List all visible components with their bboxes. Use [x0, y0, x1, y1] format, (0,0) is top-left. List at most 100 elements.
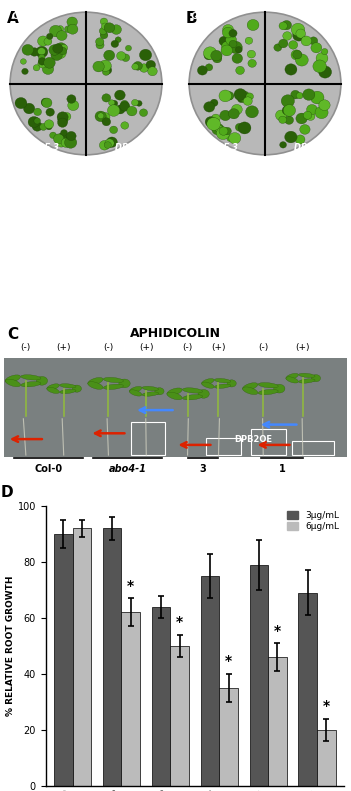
Circle shape — [99, 28, 107, 35]
Text: abo4-1: abo4-1 — [306, 12, 341, 21]
Circle shape — [46, 124, 52, 130]
Text: abo4-1: abo4-1 — [108, 464, 146, 474]
Circle shape — [68, 100, 79, 111]
Circle shape — [34, 108, 41, 115]
Circle shape — [65, 137, 77, 148]
Circle shape — [276, 110, 287, 120]
Ellipse shape — [311, 375, 320, 382]
Text: APHIDICOLIN: APHIDICOLIN — [130, 327, 221, 340]
Ellipse shape — [243, 383, 258, 390]
Circle shape — [246, 106, 258, 118]
Circle shape — [99, 60, 111, 71]
Circle shape — [282, 106, 292, 115]
Circle shape — [67, 95, 76, 104]
Circle shape — [215, 125, 223, 132]
Circle shape — [61, 130, 67, 136]
Ellipse shape — [274, 384, 285, 393]
Circle shape — [44, 57, 55, 68]
Ellipse shape — [167, 392, 182, 399]
Circle shape — [67, 17, 78, 27]
Ellipse shape — [258, 383, 278, 388]
Circle shape — [55, 43, 67, 54]
Circle shape — [102, 68, 110, 75]
Bar — [298, 592, 317, 786]
Circle shape — [285, 131, 297, 143]
Circle shape — [65, 26, 72, 32]
Bar — [73, 528, 91, 786]
Circle shape — [102, 118, 111, 126]
Circle shape — [204, 51, 213, 60]
Text: (+): (+) — [211, 343, 226, 353]
Ellipse shape — [21, 381, 41, 387]
Circle shape — [95, 111, 106, 122]
Ellipse shape — [130, 386, 142, 392]
Circle shape — [44, 119, 54, 129]
Circle shape — [110, 126, 118, 134]
Circle shape — [107, 104, 120, 116]
Circle shape — [121, 122, 129, 129]
Ellipse shape — [286, 373, 298, 380]
Circle shape — [212, 54, 222, 63]
Circle shape — [28, 116, 40, 127]
Bar — [121, 612, 140, 786]
Circle shape — [22, 44, 34, 55]
Circle shape — [225, 93, 233, 100]
Circle shape — [220, 110, 231, 121]
Circle shape — [316, 53, 328, 64]
Ellipse shape — [88, 382, 103, 389]
Text: abo4-1: abo4-1 — [127, 12, 162, 21]
Bar — [219, 688, 238, 786]
Circle shape — [280, 142, 286, 148]
Circle shape — [283, 32, 292, 40]
Circle shape — [125, 45, 132, 51]
Circle shape — [104, 142, 111, 149]
Circle shape — [24, 103, 35, 114]
Bar — [54, 534, 73, 786]
Circle shape — [53, 44, 63, 53]
Ellipse shape — [286, 377, 298, 383]
Circle shape — [38, 47, 46, 55]
Circle shape — [49, 132, 57, 138]
Circle shape — [120, 101, 130, 112]
Circle shape — [59, 47, 67, 55]
Ellipse shape — [130, 390, 142, 396]
Circle shape — [101, 23, 108, 29]
Circle shape — [221, 45, 232, 56]
Circle shape — [311, 43, 322, 53]
Y-axis label: % RELATIVE ROOT GROWTH: % RELATIVE ROOT GROWTH — [6, 576, 15, 716]
Circle shape — [235, 123, 244, 131]
Ellipse shape — [183, 388, 203, 393]
Circle shape — [223, 25, 234, 35]
Circle shape — [57, 138, 66, 147]
Circle shape — [49, 25, 62, 37]
Circle shape — [39, 55, 45, 61]
Circle shape — [319, 66, 332, 78]
Circle shape — [58, 133, 67, 142]
Circle shape — [282, 21, 292, 30]
Circle shape — [211, 51, 222, 61]
Ellipse shape — [201, 382, 214, 388]
Circle shape — [229, 108, 239, 119]
Text: B: B — [186, 10, 198, 25]
Circle shape — [210, 99, 218, 107]
Circle shape — [41, 98, 50, 107]
Ellipse shape — [5, 375, 20, 383]
Circle shape — [49, 44, 60, 55]
Circle shape — [93, 61, 104, 72]
Circle shape — [216, 127, 230, 139]
Circle shape — [207, 118, 220, 131]
Circle shape — [22, 68, 28, 74]
Bar — [250, 565, 268, 786]
Bar — [268, 657, 287, 786]
Circle shape — [46, 33, 53, 40]
Circle shape — [96, 41, 104, 49]
Text: DPB2OE: DPB2OE — [234, 435, 272, 444]
Circle shape — [221, 41, 232, 51]
Circle shape — [132, 100, 138, 106]
Text: *: * — [127, 579, 134, 592]
Circle shape — [224, 127, 231, 134]
Text: (-): (-) — [258, 343, 269, 353]
Circle shape — [235, 47, 242, 53]
Circle shape — [212, 123, 224, 135]
Text: (-): (-) — [183, 343, 193, 353]
